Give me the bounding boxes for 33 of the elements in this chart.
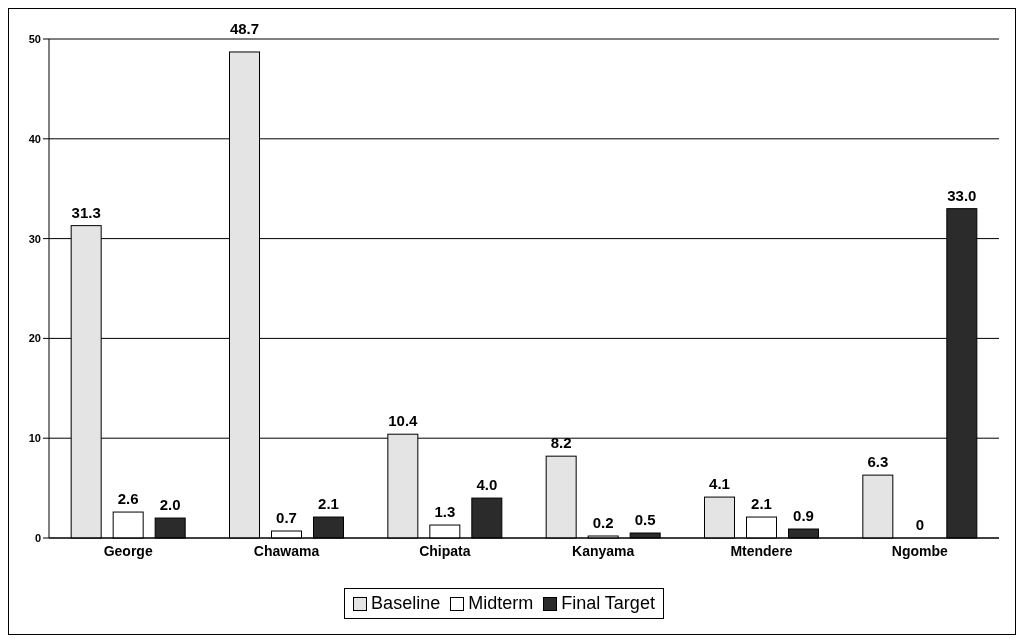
data-label: 10.4: [388, 412, 419, 430]
data-label: 4.1: [709, 475, 730, 493]
x-tick-label: Chipata: [419, 542, 471, 559]
legend-label: Final Target: [560, 593, 655, 614]
data-label: 0.5: [634, 511, 656, 529]
y-tick-label: 40: [28, 132, 41, 145]
data-label: 0.2: [592, 514, 614, 531]
y-tick-label: 10: [28, 432, 41, 445]
x-tick-label: Ngombe: [891, 542, 949, 559]
data-label: 0: [915, 516, 925, 533]
data-label: 31.3: [71, 203, 101, 221]
x-tick-label: George: [103, 542, 153, 559]
data-label: 2.0: [159, 496, 181, 514]
data-label: 4.0: [476, 476, 498, 494]
data-label: 0.9: [793, 507, 814, 525]
data-label: 6.3: [867, 453, 889, 471]
data-label: 1.3: [434, 503, 456, 521]
data-label: 2.1: [751, 495, 772, 513]
data-label: 0.7: [276, 509, 297, 527]
data-label: 2.1: [318, 495, 339, 513]
y-tick-label: 20: [28, 332, 41, 345]
y-tick-label: 0: [34, 531, 41, 544]
data-label: 33.0: [947, 186, 977, 204]
x-tick-label: Mtendere: [730, 542, 793, 559]
legend-label: Midterm: [467, 593, 534, 614]
data-label: 48.7: [229, 20, 260, 37]
x-tick-label: Kanyama: [572, 542, 635, 559]
data-label: 8.2: [550, 434, 572, 452]
y-tick-label: 50: [28, 32, 41, 45]
legend-label: Baseline: [370, 593, 441, 614]
data-label: 2.6: [117, 490, 139, 508]
x-tick-label: Chawama: [253, 542, 320, 559]
y-tick-label: 30: [28, 232, 41, 245]
